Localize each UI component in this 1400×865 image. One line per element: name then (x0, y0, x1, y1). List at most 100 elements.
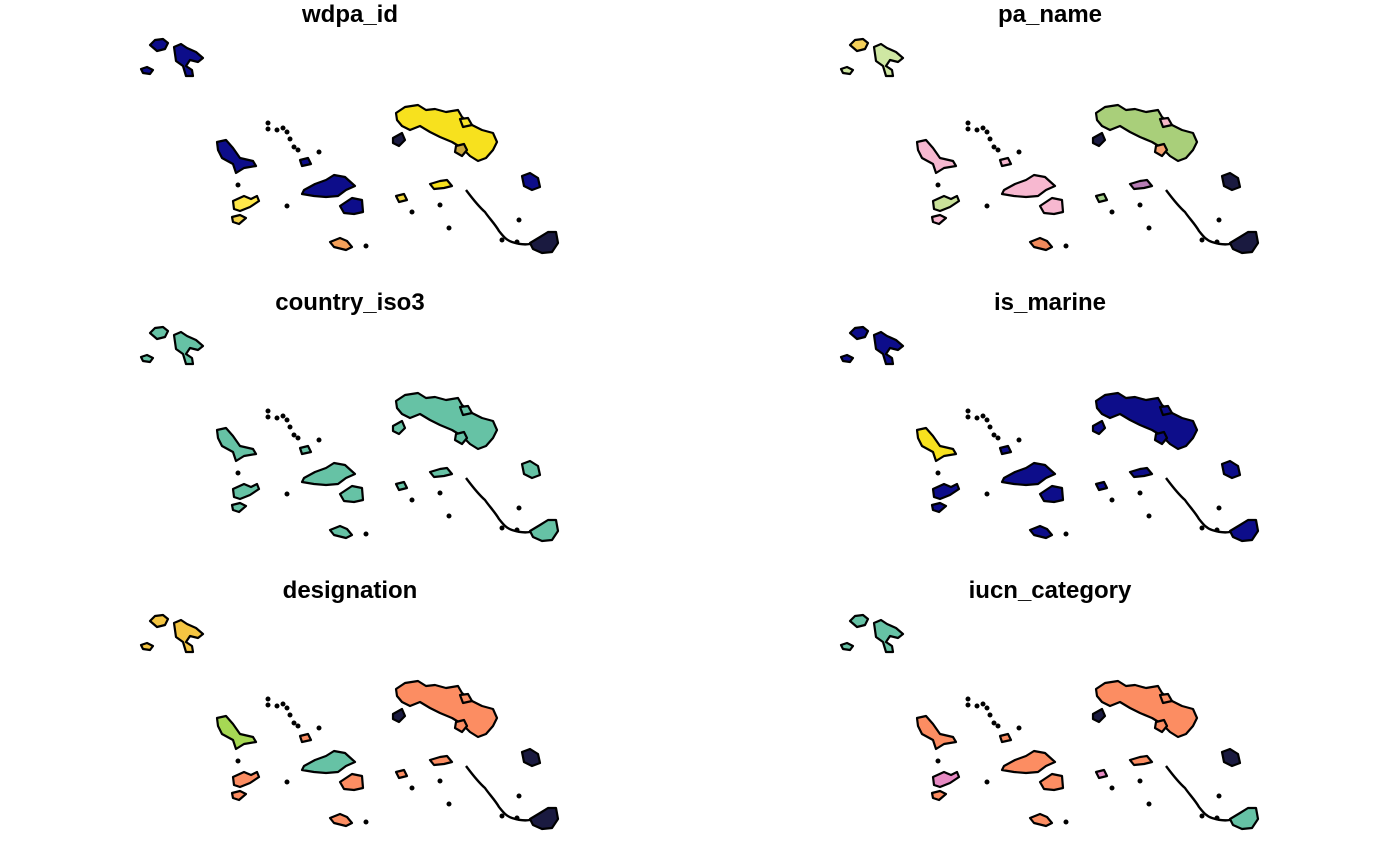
small-island-polygon (437, 490, 443, 496)
protected-areas-map (839, 37, 1260, 255)
small-island-polygon (1214, 527, 1220, 533)
coastal-protected-strip (1165, 189, 1231, 246)
small-island-polygon (984, 705, 990, 711)
protected-area-polygon (391, 419, 407, 436)
protected-area-polygon (1000, 461, 1057, 487)
protected-area-polygon (872, 330, 905, 366)
protected-area-polygon (394, 768, 409, 780)
map-panel-is-marine: is_marine (700, 288, 1400, 576)
protected-area-polygon (328, 236, 354, 252)
protected-area-polygon (998, 444, 1013, 456)
small-island-polygon (965, 126, 971, 132)
protected-area-polygon (1228, 518, 1260, 543)
small-island-polygon (984, 203, 990, 209)
protected-area-polygon (848, 37, 870, 53)
protected-area-polygon (428, 754, 454, 767)
protected-area-polygon (298, 444, 313, 456)
protected-area-polygon (394, 480, 409, 492)
small-island-polygon (514, 527, 520, 533)
small-island-polygon (991, 432, 997, 438)
small-island-polygon (1146, 513, 1152, 519)
coastal-protected-strip (465, 189, 531, 246)
protected-area-polygon (848, 325, 870, 341)
protected-area-polygon (1000, 173, 1057, 199)
small-island-polygon (363, 819, 369, 825)
small-island-polygon (974, 127, 980, 133)
protected-area-polygon (931, 194, 961, 213)
protected-area-polygon (1153, 718, 1169, 734)
small-island-polygon (984, 491, 990, 497)
small-island-polygon (987, 136, 993, 142)
small-island-polygon (446, 513, 452, 519)
small-island-polygon (1199, 813, 1205, 819)
small-island-polygon (935, 758, 941, 764)
small-island-polygon (409, 785, 415, 791)
protected-area-polygon (1228, 806, 1260, 831)
protected-area-polygon (915, 426, 958, 463)
small-island-polygon (235, 758, 241, 764)
small-island-polygon (291, 720, 297, 726)
small-island-polygon (1137, 490, 1143, 496)
protected-area-polygon (1228, 230, 1260, 255)
small-island-polygon (291, 432, 297, 438)
protected-area-polygon (1153, 142, 1169, 158)
protected-area-polygon (338, 772, 365, 792)
small-island-polygon (1137, 202, 1143, 208)
small-island-polygon (1214, 815, 1220, 821)
small-island-polygon (274, 703, 280, 709)
protected-area-polygon (998, 732, 1013, 744)
small-island-polygon (1063, 819, 1069, 825)
protected-area-polygon (520, 459, 542, 480)
small-island-polygon (965, 696, 971, 702)
coastal-protected-strip (465, 477, 531, 534)
map-panel-country-iso3: country_iso3 (0, 288, 700, 576)
small-island-polygon (1109, 497, 1115, 503)
protected-area-polygon (453, 142, 469, 158)
small-island-polygon (287, 712, 293, 718)
protected-area-polygon (148, 613, 170, 629)
protected-area-polygon (872, 42, 905, 78)
protected-area-polygon (1094, 391, 1199, 451)
small-island-polygon (1109, 209, 1115, 215)
protected-area-polygon (1038, 196, 1065, 216)
small-island-polygon (1016, 725, 1022, 731)
protected-area-polygon (1158, 692, 1174, 705)
small-island-polygon (284, 203, 290, 209)
small-island-polygon (437, 202, 443, 208)
protected-area-polygon (915, 138, 958, 175)
small-island-polygon (1146, 801, 1152, 807)
small-island-polygon (265, 702, 271, 708)
protected-area-polygon (394, 103, 499, 163)
small-island-polygon (1216, 217, 1222, 223)
protected-area-polygon (328, 812, 354, 828)
protected-area-polygon (458, 116, 474, 129)
protected-area-polygon (139, 65, 155, 76)
protected-areas-map (139, 325, 560, 543)
protected-area-polygon (172, 618, 205, 654)
small-island-polygon (935, 470, 941, 476)
small-island-polygon (287, 424, 293, 430)
small-island-polygon (1216, 505, 1222, 511)
protected-area-polygon (998, 156, 1013, 168)
small-island-polygon (984, 417, 990, 423)
protected-area-polygon (1091, 419, 1107, 436)
protected-area-polygon (848, 613, 870, 629)
small-island-polygon (287, 136, 293, 142)
small-island-polygon (295, 723, 301, 729)
protected-area-polygon (139, 641, 155, 652)
small-island-polygon (991, 144, 997, 150)
protected-area-polygon (300, 461, 357, 487)
small-island-polygon (974, 415, 980, 421)
small-island-polygon (274, 415, 280, 421)
protected-area-polygon (1094, 768, 1109, 780)
small-island-polygon (409, 209, 415, 215)
small-island-polygon (280, 125, 286, 131)
small-island-polygon (1016, 437, 1022, 443)
protected-area-polygon (1153, 430, 1169, 446)
small-island-polygon (991, 720, 997, 726)
protected-area-polygon (1220, 171, 1242, 192)
small-island-polygon (1137, 778, 1143, 784)
protected-area-polygon (520, 747, 542, 768)
small-island-polygon (265, 408, 271, 414)
small-island-polygon (265, 126, 271, 132)
